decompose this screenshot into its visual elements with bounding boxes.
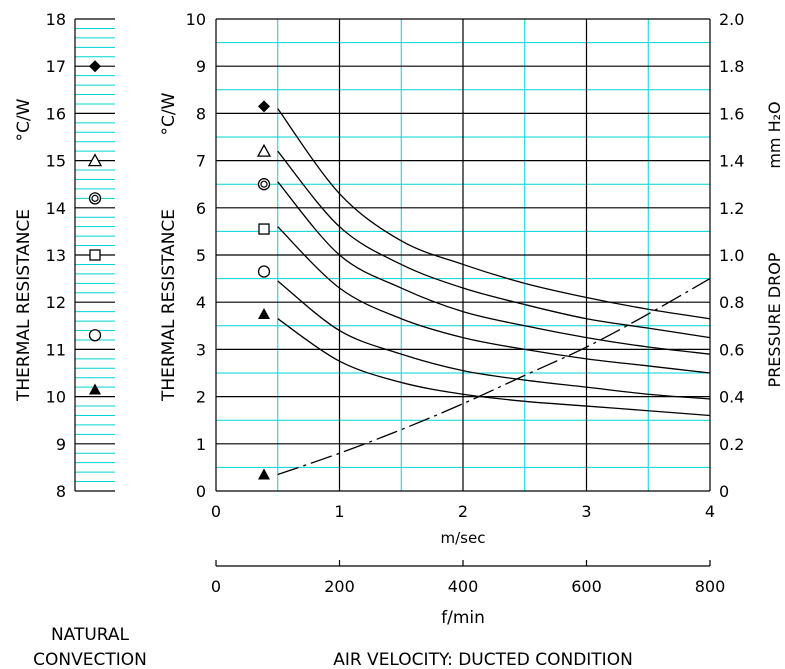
resistance-curve: [277, 150, 711, 339]
air-velocity-caption: AIR VELOCITY: DUCTED CONDITION: [333, 650, 633, 669]
natural-caption-line2: CONVECTION: [33, 650, 147, 669]
marker-triangle-open: [87, 153, 103, 167]
resistance-curve: [277, 280, 711, 400]
y2-tick-label: 0.4: [719, 388, 744, 407]
fmin-tick-label: 200: [324, 577, 355, 596]
y2-tick-label: 1.0: [719, 246, 744, 265]
y2-tick-label: 0.2: [719, 435, 744, 454]
fmin-tick-label: 800: [695, 577, 726, 596]
marker-diamond-filled: [258, 100, 270, 113]
air-velocity-panel: 01234567891000.20.40.60.81.01.21.41.61.8…: [186, 10, 745, 596]
y-tick-label: 11: [46, 340, 66, 359]
marker-triangle-open: [256, 143, 272, 157]
y-tick-label: 15: [46, 152, 66, 171]
y-tick-label: 9: [56, 435, 66, 454]
y-tick-label: 17: [46, 57, 66, 76]
marker-outer-ring: [257, 178, 271, 191]
marker-double-circle: [257, 178, 271, 191]
resistance-curve: [277, 108, 711, 320]
marker-triangle-filled: [89, 383, 101, 395]
marker-diamond-filled: [89, 60, 101, 73]
main-ylabel: THERMAL RESISTANCE: [159, 209, 179, 402]
marker-inner-ring: [91, 194, 99, 202]
y-tick-label: 10: [46, 388, 66, 407]
fmin-tick-label: 600: [571, 577, 602, 596]
resistance-curve: [277, 318, 711, 417]
right-ylabel: PRESSURE DROP: [765, 252, 784, 387]
marker-circle-open: [88, 329, 102, 342]
y-tick-label: 10: [186, 10, 206, 29]
main-ylabel-unit: °C/W: [159, 92, 179, 135]
y-tick-label: 6: [196, 199, 206, 218]
y-tick-label: 0: [196, 482, 206, 501]
marker-square-open: [258, 223, 270, 235]
y-tick-label: 1: [196, 435, 206, 454]
fmin-tick-label: 400: [448, 577, 479, 596]
y2-tick-label: 1.8: [719, 57, 744, 76]
y-tick-label: 4: [196, 293, 206, 312]
x-tick-label: 3: [581, 502, 591, 521]
xlabel-ms: m/sec: [441, 529, 486, 547]
marker-inner-ring: [260, 180, 268, 188]
marker-square-open: [89, 249, 101, 261]
x-tick-label: 1: [334, 502, 344, 521]
right-ylabel-unit: mm H₂O: [765, 101, 784, 168]
y2-tick-label: 1.2: [719, 199, 744, 218]
xlabel-fmin: f/min: [441, 608, 485, 628]
y-tick-label: 3: [196, 340, 206, 359]
y-tick-label: 14: [46, 199, 66, 218]
left-ylabel-unit: °C/W: [14, 98, 34, 141]
natural-caption-line1: NATURAL: [51, 625, 130, 645]
y-tick-label: 8: [56, 482, 66, 501]
x-tick-label: 0: [211, 502, 221, 521]
y2-tick-label: 0.6: [719, 340, 744, 359]
x-tick-label: 2: [458, 502, 468, 521]
marker-double-circle: [88, 192, 102, 205]
x-tick-label: 4: [705, 502, 715, 521]
y2-tick-label: 1.6: [719, 104, 744, 123]
y-tick-label: 8: [196, 104, 206, 123]
marker-triangle-filled: [258, 468, 270, 480]
y-tick-label: 13: [46, 246, 66, 265]
y-tick-label: 2: [196, 388, 206, 407]
resistance-curve: [277, 181, 711, 355]
marker-triangle-filled: [258, 308, 270, 319]
pressure-drop-curve: [277, 278, 711, 476]
resistance-curve: [277, 226, 711, 374]
y-tick-label: 7: [196, 152, 206, 171]
marker-circle-open: [257, 265, 271, 278]
marker-outer-ring: [88, 192, 102, 205]
natural-convection-panel: 8 9 10 11 12 13 14 15 16 17 18: [46, 10, 115, 501]
y-tick-label: 5: [196, 246, 206, 265]
left-ylabel: THERMAL RESISTANCE: [14, 209, 34, 402]
y2-tick-label: 2.0: [719, 10, 744, 29]
y-tick-label: 12: [46, 293, 66, 312]
y2-tick-label: 1.4: [719, 152, 744, 171]
fmin-tick-label: 0: [211, 577, 221, 596]
y-tick-label: 18: [46, 10, 66, 29]
y2-tick-label: 0.8: [719, 293, 744, 312]
y2-tick-label: 0: [719, 482, 729, 501]
y-tick-label: 9: [196, 57, 206, 76]
y-tick-label: 16: [46, 104, 66, 123]
